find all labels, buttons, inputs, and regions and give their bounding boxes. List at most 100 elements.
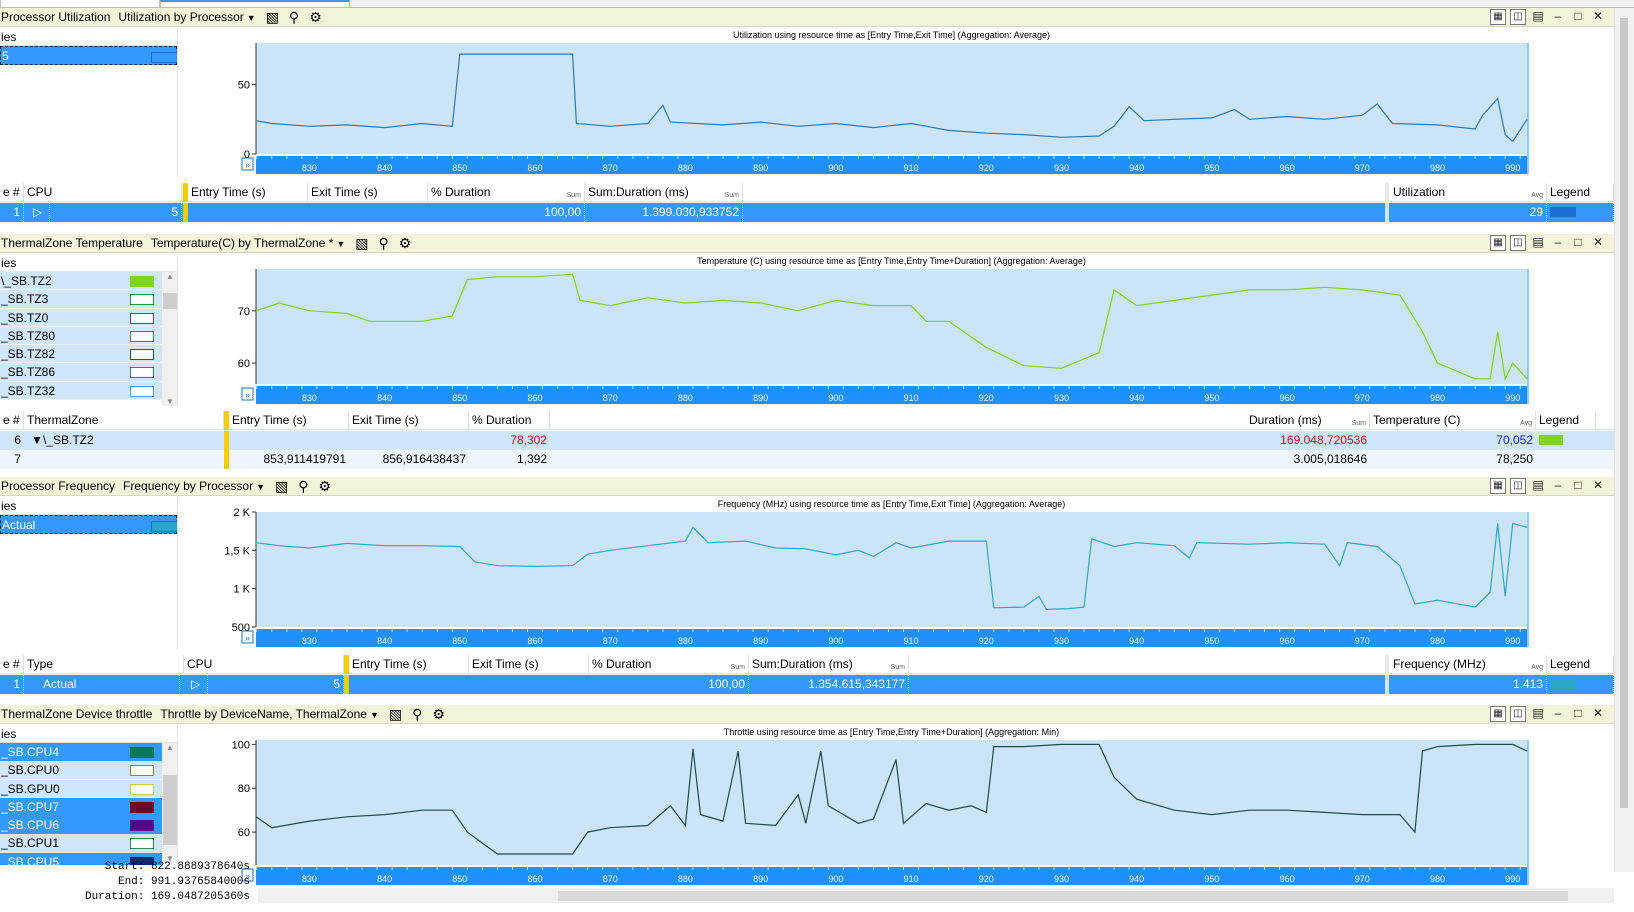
expand-axis-icon[interactable] [241, 868, 254, 882]
scroll-thumb[interactable] [1620, 18, 1628, 808]
table-view-icon[interactable]: ▤ [1532, 706, 1544, 720]
col-thermalzone[interactable]: ThermalZone [24, 411, 224, 430]
series-item[interactable]: _SB.CPU1 [0, 834, 162, 853]
series-item[interactable]: _SB.TZ82 [0, 345, 162, 364]
grouping-bar[interactable] [224, 411, 229, 430]
col-entry-time[interactable]: Entry Time (s) [229, 411, 349, 430]
throttle-chart[interactable]: Throttle using resource time as [Entry T… [180, 725, 1614, 887]
time-axis[interactable] [256, 629, 1527, 647]
time-axis[interactable] [256, 867, 1527, 885]
preset-dropdown[interactable]: Temperature(C) by ThermalZone * ▼ [150, 236, 346, 250]
col-cpu[interactable]: CPU [184, 655, 344, 674]
col-legend[interactable]: Legend [1536, 411, 1596, 430]
chart-view-icon[interactable]: ▦ [1490, 235, 1506, 251]
col-index[interactable]: e # [0, 411, 24, 430]
series-item[interactable]: _SB.TZ0 [0, 308, 162, 327]
time-axis[interactable] [256, 386, 1527, 404]
table-view-icon[interactable]: ▤ [1532, 478, 1544, 492]
scroll-thumb[interactable] [558, 891, 1568, 901]
col-entry-time[interactable]: Entry Time (s) [188, 183, 308, 202]
close-icon[interactable]: ✕ [1592, 9, 1604, 23]
utilization-chart[interactable]: Utilization using resource time as [Entr… [180, 28, 1614, 176]
series-item[interactable]: _SB.CPU0 [0, 761, 162, 780]
table-row[interactable]: 1 Actual ▷ 5 100,00 1.354.615,343177 1.4… [0, 675, 1614, 694]
expand-axis-icon[interactable] [241, 630, 254, 644]
scroll-thumb[interactable] [163, 775, 177, 845]
magnifier-icon[interactable]: ⚲ [378, 235, 389, 251]
col-exit-time[interactable]: Exit Time (s) [349, 411, 469, 430]
col-index[interactable]: e # [0, 655, 24, 674]
frequency-chart[interactable]: Frequency (MHz) using resource time as [… [180, 497, 1614, 649]
scroll-thumb[interactable] [163, 293, 177, 309]
plot-area[interactable] [256, 512, 1527, 627]
series-item[interactable]: _SB.GPU0 [0, 779, 162, 798]
gear-icon[interactable]: ⚙ [432, 706, 445, 722]
gear-icon[interactable]: ⚙ [398, 235, 412, 251]
time-axis[interactable] [256, 156, 1527, 174]
column-divider[interactable] [1385, 655, 1389, 674]
col-temperature[interactable]: Temperature (C) Avg [1370, 411, 1536, 430]
series-item[interactable]: _SB.CPU5 [0, 852, 162, 865]
timeline-horizontal-scrollbar[interactable] [258, 888, 1614, 903]
chart-view-icon[interactable]: ▦ [1490, 706, 1506, 722]
temperature-chart[interactable]: Temperature (C) using resource time as [… [180, 254, 1614, 406]
col-cpu[interactable]: CPU [24, 183, 182, 202]
col-exit-time[interactable]: Exit Time (s) [469, 655, 589, 674]
col-legend[interactable]: Legend [1547, 655, 1614, 674]
expand-arrow-icon[interactable]: ▷ [188, 675, 208, 694]
plot-area[interactable] [256, 740, 1527, 865]
series-item[interactable]: \_SB.TZ2 [0, 272, 162, 291]
gear-icon[interactable]: ⚙ [318, 478, 332, 494]
table-view-icon[interactable]: ▤ [1532, 9, 1544, 23]
magnifier-icon[interactable]: ⚲ [298, 478, 309, 494]
grouping-bar[interactable] [183, 183, 188, 202]
series-item[interactable]: 5 [0, 46, 177, 65]
col-sum-duration[interactable]: Sum:Duration (ms) Sum [749, 655, 909, 674]
minimize-icon[interactable]: – [1554, 235, 1562, 249]
collapse-arrow-icon[interactable]: ▼ [31, 433, 43, 447]
preset-dropdown[interactable]: Frequency by Processor ▼ [123, 479, 266, 493]
expand-axis-icon[interactable] [241, 157, 254, 171]
graph-view-icon[interactable]: ◫ [1510, 478, 1526, 494]
series-line[interactable] [255, 743, 1528, 855]
col-exit-time[interactable]: Exit Time (s) [308, 183, 428, 202]
col-pct-duration[interactable]: % Duration [469, 411, 550, 430]
col-frequency[interactable]: Frequency (MHz) Avg [1390, 655, 1547, 674]
column-divider[interactable] [1385, 183, 1389, 202]
graph-view-icon[interactable]: ◫ [1510, 9, 1526, 25]
col-duration[interactable]: Duration (ms) Sum [1246, 411, 1370, 430]
preset-dropdown[interactable]: Utilization by Processor ▼ [118, 10, 256, 24]
maximize-icon[interactable]: □ [1574, 9, 1582, 23]
close-icon[interactable]: ✕ [1592, 235, 1604, 249]
series-list-scrollbar[interactable]: ▲ ▼ [162, 272, 177, 406]
table-view-icon[interactable]: ▤ [1532, 235, 1544, 249]
col-pct-duration[interactable]: % Duration Sum [428, 183, 585, 202]
series-list-scrollbar[interactable]: ▲ ▼ [162, 743, 177, 863]
col-type[interactable]: Type [24, 655, 184, 674]
maximize-icon[interactable]: □ [1574, 478, 1582, 492]
series-item[interactable]: _SB.CPU4 [0, 743, 162, 762]
series-item[interactable]: _SB.TZ3 [0, 290, 162, 309]
plot-area[interactable] [256, 269, 1527, 384]
col-entry-time[interactable]: Entry Time (s) [349, 655, 469, 674]
graph-view-icon[interactable]: ◫ [1510, 706, 1526, 722]
series-item[interactable]: _SB.TZ86 [0, 363, 162, 382]
table-row[interactable]: 1 ▷ 5 100,00 1.399.030,933752 29 [0, 203, 1614, 222]
tab-1[interactable] [0, 0, 160, 8]
graph-icon[interactable]: ▧ [388, 706, 403, 722]
col-pct-duration[interactable]: % Duration Sum [589, 655, 749, 674]
table-row[interactable]: 7 853,911419791 856,916438437 1,392 3.00… [0, 450, 1614, 469]
series-item[interactable]: _SB.TZ80 [0, 326, 162, 346]
col-utilization[interactable]: Utilization Avg [1390, 183, 1547, 202]
series-line[interactable] [255, 273, 1528, 381]
plot-area[interactable] [256, 43, 1527, 154]
close-icon[interactable]: ✕ [1592, 478, 1604, 492]
gear-icon[interactable]: ⚙ [309, 9, 322, 25]
graph-icon[interactable]: ▧ [265, 9, 279, 25]
minimize-icon[interactable]: – [1554, 706, 1562, 720]
table-row[interactable]: 6 ▼ \_SB.TZ2 78,302 169.048,720536 70,05… [0, 431, 1614, 450]
series-line[interactable] [255, 53, 1528, 143]
magnifier-icon[interactable]: ⚲ [288, 9, 300, 25]
graph-view-icon[interactable]: ◫ [1510, 235, 1526, 251]
minimize-icon[interactable]: – [1554, 9, 1562, 23]
